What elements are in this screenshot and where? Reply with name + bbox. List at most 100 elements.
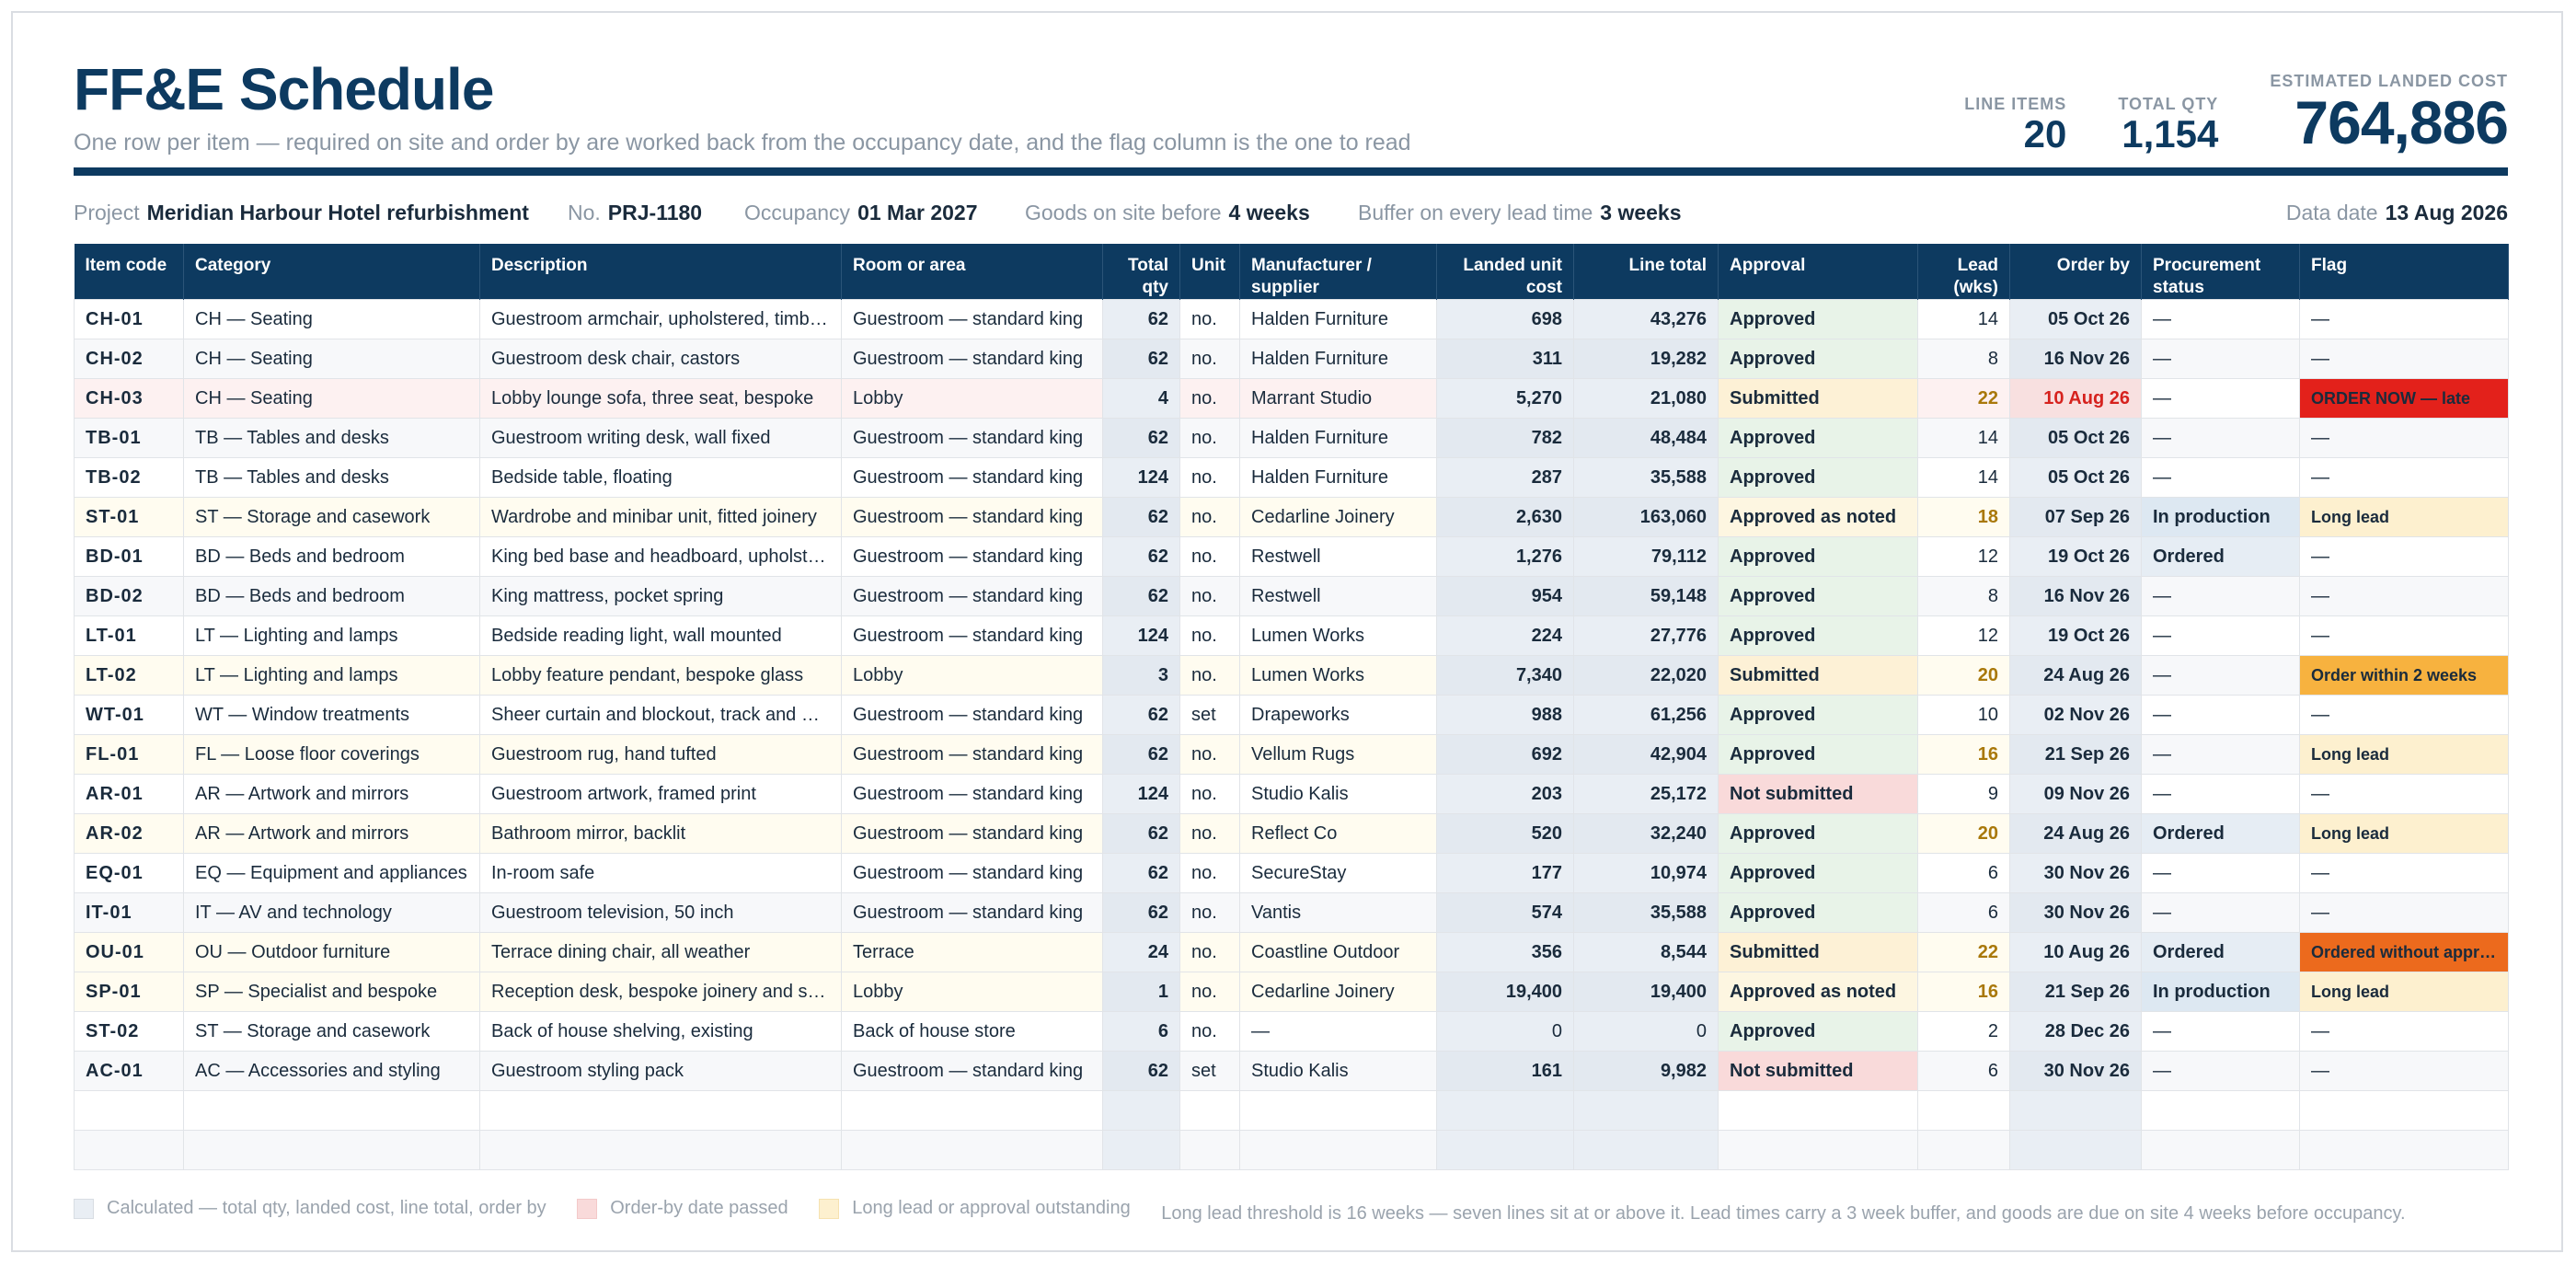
cell-supplier[interactable]: Studio Kalis [1239,774,1437,814]
cell-line-total[interactable]: 163,060 [1573,497,1719,537]
col-lead[interactable]: Lead (wks) [1917,244,2010,300]
empty-cell[interactable] [1102,1090,1180,1131]
col-order-by[interactable]: Order by [2009,244,2142,300]
cell-total-qty[interactable]: 62 [1102,418,1180,458]
cell-approval[interactable]: Approved [1718,813,1918,854]
col-line-total[interactable]: Line total [1573,244,1719,300]
col-item-code[interactable]: Item code [74,244,184,300]
cell-room[interactable]: Guestroom — standard king [841,536,1103,577]
cell-category[interactable]: CH — Seating [183,299,480,339]
cell-approval[interactable]: Approved [1718,734,1918,775]
cell-approval[interactable]: Approved [1718,457,1918,498]
cell-supplier[interactable]: Coastline Outdoor [1239,932,1437,972]
col-flag[interactable]: Flag [2299,244,2509,300]
cell-room[interactable]: Guestroom — standard king [841,892,1103,933]
cell-item-code[interactable]: AC-01 [74,1051,184,1091]
cell-lead[interactable]: 8 [1917,576,2010,616]
cell-procurement-status[interactable]: Ordered [2141,813,2300,854]
cell-landed-unit-cost[interactable]: 5,270 [1436,378,1574,419]
cell-procurement-status[interactable]: — [2141,339,2300,379]
cell-landed-unit-cost[interactable]: 782 [1436,418,1574,458]
cell-supplier[interactable]: Halden Furniture [1239,418,1437,458]
empty-cell[interactable] [1718,1090,1918,1131]
cell-procurement-status[interactable]: — [2141,615,2300,656]
cell-category[interactable]: AC — Accessories and styling [183,1051,480,1091]
cell-unit[interactable]: set [1179,695,1240,735]
cell-lead[interactable]: 14 [1917,418,2010,458]
cell-room[interactable]: Guestroom — standard king [841,457,1103,498]
cell-category[interactable]: CH — Seating [183,339,480,379]
cell-category[interactable]: SP — Specialist and bespoke [183,972,480,1012]
cell-procurement-status[interactable]: — [2141,1011,2300,1052]
cell-description[interactable]: Guestroom writing desk, wall fixed [479,418,842,458]
cell-total-qty[interactable]: 124 [1102,457,1180,498]
cell-description[interactable]: King bed base and headboard, upholstered [479,536,842,577]
cell-order-by[interactable]: 30 Nov 26 [2009,1051,2142,1091]
empty-cell[interactable] [74,1130,184,1170]
cell-unit[interactable]: no. [1179,378,1240,419]
cell-description[interactable]: Bedside reading light, wall mounted [479,615,842,656]
empty-cell[interactable] [2299,1090,2509,1131]
cell-category[interactable]: LT — Lighting and lamps [183,615,480,656]
cell-room[interactable]: Guestroom — standard king [841,615,1103,656]
empty-cell[interactable] [183,1090,480,1131]
cell-flag[interactable]: — [2299,339,2509,379]
empty-cell[interactable] [479,1090,842,1131]
cell-item-code[interactable]: EQ-01 [74,853,184,893]
cell-landed-unit-cost[interactable]: 311 [1436,339,1574,379]
cell-supplier[interactable]: SecureStay [1239,853,1437,893]
cell-landed-unit-cost[interactable]: 692 [1436,734,1574,775]
cell-category[interactable]: TB — Tables and desks [183,418,480,458]
cell-item-code[interactable]: SP-01 [74,972,184,1012]
empty-cell[interactable] [1239,1090,1437,1131]
cell-unit[interactable]: no. [1179,774,1240,814]
cell-supplier[interactable]: Lumen Works [1239,615,1437,656]
cell-flag[interactable]: — [2299,774,2509,814]
cell-room[interactable]: Guestroom — standard king [841,695,1103,735]
cell-description[interactable]: Sheer curtain and blockout, track and mo… [479,695,842,735]
cell-approval[interactable]: Approved [1718,1011,1918,1052]
cell-room[interactable]: Lobby [841,972,1103,1012]
cell-room[interactable]: Guestroom — standard king [841,299,1103,339]
cell-description[interactable]: Guestroom styling pack [479,1051,842,1091]
cell-lead[interactable]: 2 [1917,1011,2010,1052]
cell-landed-unit-cost[interactable]: 0 [1436,1011,1574,1052]
cell-category[interactable]: FL — Loose floor coverings [183,734,480,775]
cell-procurement-status[interactable]: — [2141,1051,2300,1091]
cell-procurement-status[interactable]: — [2141,853,2300,893]
cell-description[interactable]: Guestroom desk chair, castors [479,339,842,379]
cell-item-code[interactable]: ST-01 [74,497,184,537]
col-total-qty[interactable]: Total qty [1102,244,1180,300]
cell-supplier[interactable]: Vantis [1239,892,1437,933]
cell-approval[interactable]: Submitted [1718,655,1918,696]
cell-lead[interactable]: 16 [1917,972,2010,1012]
cell-procurement-status[interactable]: — [2141,418,2300,458]
cell-item-code[interactable]: BD-01 [74,536,184,577]
table-row[interactable]: TB-02 TB — Tables and desks Bedside table,… [74,457,2509,498]
cell-flag[interactable]: ORDER NOW — late [2299,378,2509,419]
cell-supplier[interactable]: Restwell [1239,576,1437,616]
cell-supplier[interactable]: Studio Kalis [1239,1051,1437,1091]
cell-lead[interactable]: 9 [1917,774,2010,814]
cell-unit[interactable]: no. [1179,972,1240,1012]
cell-supplier[interactable]: Cedarline Joinery [1239,497,1437,537]
cell-unit[interactable]: no. [1179,418,1240,458]
cell-total-qty[interactable]: 62 [1102,576,1180,616]
cell-description[interactable]: Wardrobe and minibar unit, fitted joiner… [479,497,842,537]
cell-item-code[interactable]: CH-03 [74,378,184,419]
cell-item-code[interactable]: LT-02 [74,655,184,696]
table-row[interactable]: ST-01 ST — Storage and casework Wardrobe a… [74,497,2509,537]
cell-approval[interactable]: Approved [1718,615,1918,656]
cell-description[interactable]: Terrace dining chair, all weather [479,932,842,972]
cell-room[interactable]: Terrace [841,932,1103,972]
cell-landed-unit-cost[interactable]: 203 [1436,774,1574,814]
empty-cell[interactable] [2009,1130,2142,1170]
cell-total-qty[interactable]: 62 [1102,734,1180,775]
cell-lead[interactable]: 10 [1917,695,2010,735]
cell-flag[interactable]: — [2299,892,2509,933]
cell-line-total[interactable]: 48,484 [1573,418,1719,458]
cell-order-by[interactable]: 21 Sep 26 [2009,734,2142,775]
cell-total-qty[interactable]: 4 [1102,378,1180,419]
empty-cell[interactable] [1436,1090,1574,1131]
cell-line-total[interactable]: 59,148 [1573,576,1719,616]
